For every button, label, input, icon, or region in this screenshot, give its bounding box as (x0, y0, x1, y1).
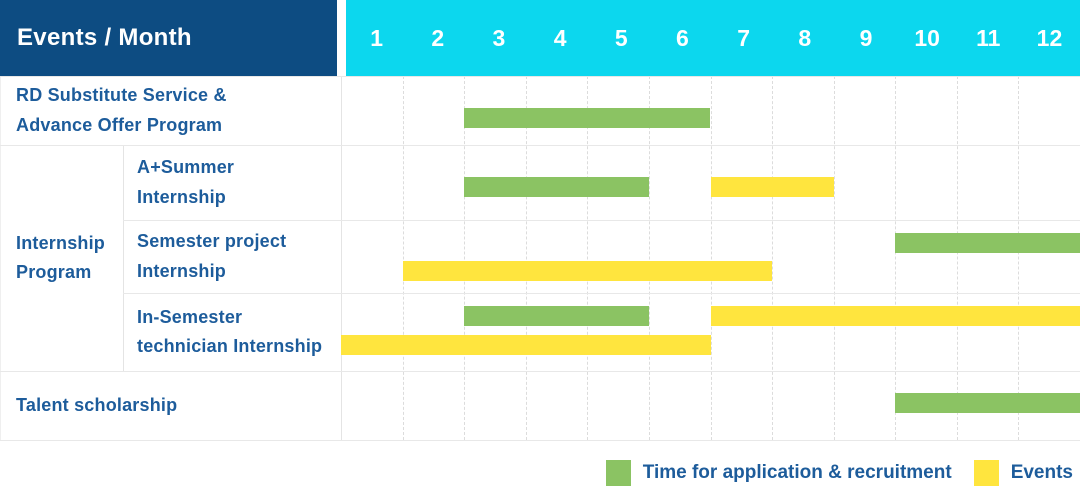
bar-recruitment (895, 233, 1080, 253)
month-header-cell: 4 (553, 24, 567, 51)
grid-line-h (0, 145, 1080, 146)
grid-line-v (402, 76, 404, 440)
month-header-cell: 1 (370, 24, 383, 51)
grid-line-v (956, 76, 958, 440)
grid-line-h (123, 220, 1080, 221)
month-header-cell: 6 (676, 24, 689, 51)
bar-event (341, 335, 711, 355)
events-swatch-icon (973, 460, 999, 486)
legend-label-recruitment: Time for application & recruitment (642, 462, 952, 483)
bar-recruitment (464, 177, 649, 197)
row-label: Semester project Internship (137, 231, 287, 281)
events-month-header: Events / Month (0, 0, 337, 76)
grid-line-v (464, 76, 466, 440)
grid-line-v (833, 76, 835, 440)
row-label: Talent scholarship (16, 394, 178, 415)
month-header-cell: 12 (1036, 24, 1063, 51)
row-label: RD Substitute Service & Advance Offer Pr… (16, 85, 227, 135)
sublabel-column-border (123, 145, 124, 371)
month-header-cell: 2 (431, 24, 445, 51)
grid-line-v (772, 76, 774, 440)
label-column-border (341, 76, 342, 440)
grid-line-h (0, 440, 1080, 441)
bar-event (710, 177, 834, 197)
row-group-label: Internship Program (16, 232, 106, 282)
legend-item-recruitment: Time for application & recruitment (605, 460, 952, 486)
recruitment-swatch-icon (605, 460, 631, 486)
month-header-row: 1 2 3 4 5 6 7 8 9 10 11 12 (346, 0, 1080, 76)
month-header-cell: 3 (492, 24, 506, 51)
legend-label-events: Events (1010, 462, 1073, 483)
grid-line-v (1018, 76, 1020, 440)
month-header-cell: 5 (614, 24, 628, 51)
grid-line-h (0, 76, 1080, 77)
grid-line-v (710, 76, 712, 440)
month-header-cell: 11 (976, 24, 1001, 51)
row-label: A+Summer Internship (137, 157, 235, 207)
bar-recruitment (464, 306, 649, 326)
month-header-cell: 10 (914, 24, 940, 51)
grid-line-v (587, 76, 589, 440)
grid-line-v (648, 76, 650, 440)
row-label: In-Semester technician Internship (137, 306, 323, 356)
table-left-border (0, 76, 1, 440)
grid-line-h (0, 371, 1080, 372)
legend: Time for application & recruitment Event… (0, 459, 1073, 487)
grid-line-v (525, 76, 527, 440)
bar-event (710, 306, 1080, 326)
month-header-cell: 8 (798, 24, 812, 51)
month-header-cell: 9 (859, 24, 873, 51)
bar-recruitment (464, 108, 711, 128)
month-header-cell: 7 (737, 24, 751, 51)
bar-event (402, 261, 773, 281)
legend-item-events: Events (973, 460, 1073, 486)
bar-recruitment (895, 393, 1080, 413)
grid-line-h (123, 293, 1080, 294)
grid-line-v (895, 76, 897, 440)
